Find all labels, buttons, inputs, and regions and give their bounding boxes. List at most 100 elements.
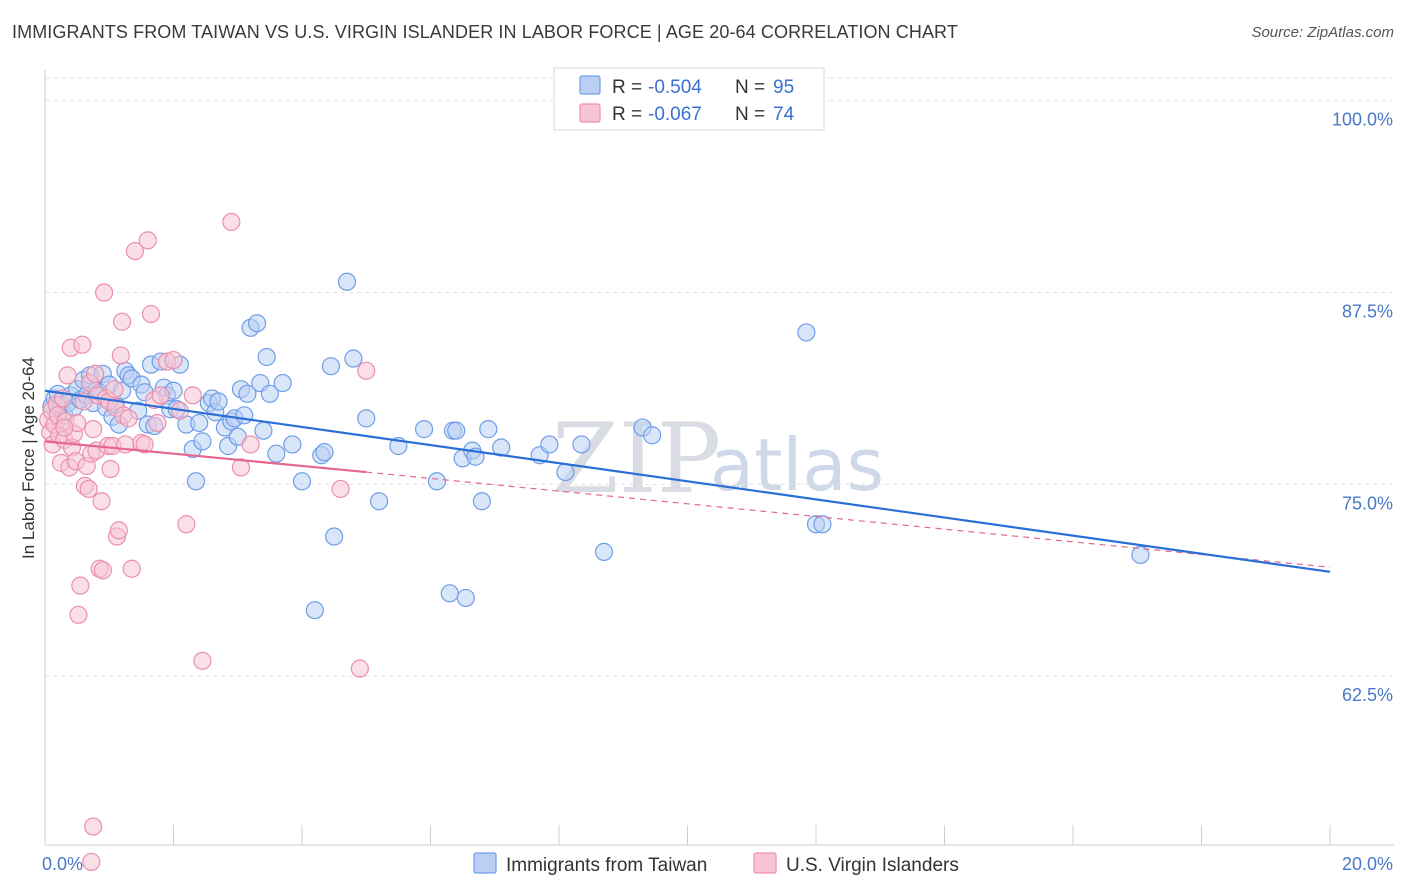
data-point-taiwan (357, 409, 376, 428)
data-point-virgin (222, 212, 241, 232)
data-point-taiwan (325, 527, 344, 546)
bottom-legend-label-taiwan: Immigrants from Taiwan (506, 855, 707, 876)
data-point-taiwan (209, 392, 228, 411)
data-point-taiwan (440, 584, 459, 603)
data-point-taiwan (643, 426, 662, 445)
data-point-taiwan (283, 435, 302, 454)
data-point-taiwan (556, 462, 575, 482)
data-point-taiwan (1131, 545, 1150, 565)
data-point-taiwan (315, 443, 334, 462)
data-point-virgin (73, 335, 92, 354)
data-point-virgin (331, 479, 350, 499)
data-point-taiwan (414, 420, 434, 439)
data-point-virgin (55, 418, 74, 437)
data-point-virgin (148, 413, 167, 433)
data-point-virgin (177, 515, 196, 534)
data-point-taiwan (292, 472, 312, 491)
data-point-virgin (357, 361, 376, 380)
legend-n-label-taiwan: N = (735, 77, 765, 98)
data-point-virgin (79, 479, 98, 499)
x-tick-label-min: 0.0% (42, 854, 83, 874)
data-point-virgin (141, 304, 161, 324)
series-virgin-points (39, 212, 376, 871)
y-tick-label: 62.5% (1342, 685, 1393, 705)
trend-lines (44, 389, 1331, 573)
data-point-virgin (109, 521, 128, 540)
data-point-virgin (183, 386, 202, 405)
data-point-virgin (84, 817, 103, 836)
data-point-taiwan (190, 413, 209, 433)
data-point-virgin (86, 364, 105, 383)
legend-n-value-taiwan: 95 (773, 77, 794, 98)
data-point-virgin (93, 561, 112, 580)
legend-swatch-virgin (579, 103, 601, 123)
data-point-virgin (135, 435, 154, 454)
data-point-taiwan (540, 435, 559, 454)
data-point-taiwan (427, 472, 447, 491)
data-point-taiwan (260, 384, 279, 403)
data-point-taiwan (267, 444, 286, 463)
data-point-taiwan (193, 432, 212, 451)
data-point-taiwan (337, 272, 357, 291)
data-point-virgin (350, 659, 369, 678)
data-point-virgin (164, 350, 183, 370)
data-point-taiwan (247, 314, 267, 333)
data-point-taiwan (305, 601, 324, 620)
data-point-taiwan (344, 349, 363, 368)
data-point-taiwan (254, 421, 273, 440)
data-point-taiwan (257, 347, 276, 367)
chart-title: IMMIGRANTS FROM TAIWAN VS U.S. VIRGIN IS… (12, 22, 958, 42)
data-point-taiwan (238, 384, 257, 403)
data-point-virgin (69, 605, 88, 624)
legend-r-label-taiwan: R = (612, 77, 642, 98)
bottom-legend-swatch-virgin (753, 852, 777, 874)
legend-top: R = -0.504 N = 95 R = -0.067 N = 74 (553, 67, 825, 131)
bottom-legend-label-virgin: U.S. Virgin Islanders (786, 855, 959, 876)
data-point-virgin (101, 459, 120, 479)
watermark-zip: ZIP (552, 403, 721, 515)
data-point-virgin (95, 283, 114, 302)
legend-r-value-taiwan: -0.504 (648, 77, 702, 98)
data-point-taiwan (321, 357, 341, 376)
data-point-taiwan (273, 373, 292, 393)
data-point-taiwan (572, 435, 591, 454)
legend-bottom: Immigrants from Taiwan U.S. Virgin Islan… (473, 852, 959, 876)
data-point-virgin (58, 366, 77, 385)
y-tick-label: 87.5% (1342, 302, 1393, 322)
data-point-virgin (71, 576, 90, 595)
legend-n-label-virgin: N = (735, 104, 765, 125)
data-point-virgin (125, 241, 145, 261)
legend-swatch-taiwan (579, 75, 601, 95)
trend-line-virgin-extrapolated (366, 471, 1331, 568)
data-point-virgin (84, 420, 103, 439)
data-point-taiwan (813, 515, 832, 534)
data-point-taiwan (235, 406, 254, 425)
data-point-virgin (119, 409, 138, 428)
data-point-virgin (122, 559, 141, 578)
y-tick-label: 75.0% (1342, 493, 1393, 513)
trend-line-taiwan (44, 389, 1331, 573)
data-point-virgin (111, 346, 130, 365)
data-point-taiwan (472, 492, 491, 511)
data-point-virgin (241, 435, 260, 454)
data-point-virgin (193, 651, 212, 670)
trend-line-virgin (44, 440, 367, 474)
data-point-taiwan (186, 472, 206, 491)
axes: 62.5% 75.0% 87.5% 100.0% 0.0% 20.0% (42, 70, 1394, 874)
legend-n-value-virgin: 74 (773, 104, 795, 125)
grid-lines (45, 77, 1394, 677)
data-point-virgin (151, 386, 170, 405)
data-point-virgin (92, 492, 111, 511)
data-point-taiwan (447, 421, 466, 440)
legend-r-value-virgin: -0.067 (648, 104, 702, 125)
legend-r-label-virgin: R = (612, 104, 642, 125)
data-point-taiwan (370, 492, 389, 511)
data-point-taiwan (456, 588, 475, 608)
data-point-virgin (112, 312, 132, 331)
source-credit: Source: ZipAtlas.com (1251, 24, 1394, 41)
x-tick-label-max: 20.0% (1342, 854, 1393, 874)
data-point-virgin (231, 458, 251, 477)
bottom-legend-swatch-taiwan (473, 852, 497, 874)
y-axis-label: In Labor Force | Age 20-64 (19, 357, 38, 559)
watermark-atlas: atlas (710, 423, 884, 507)
